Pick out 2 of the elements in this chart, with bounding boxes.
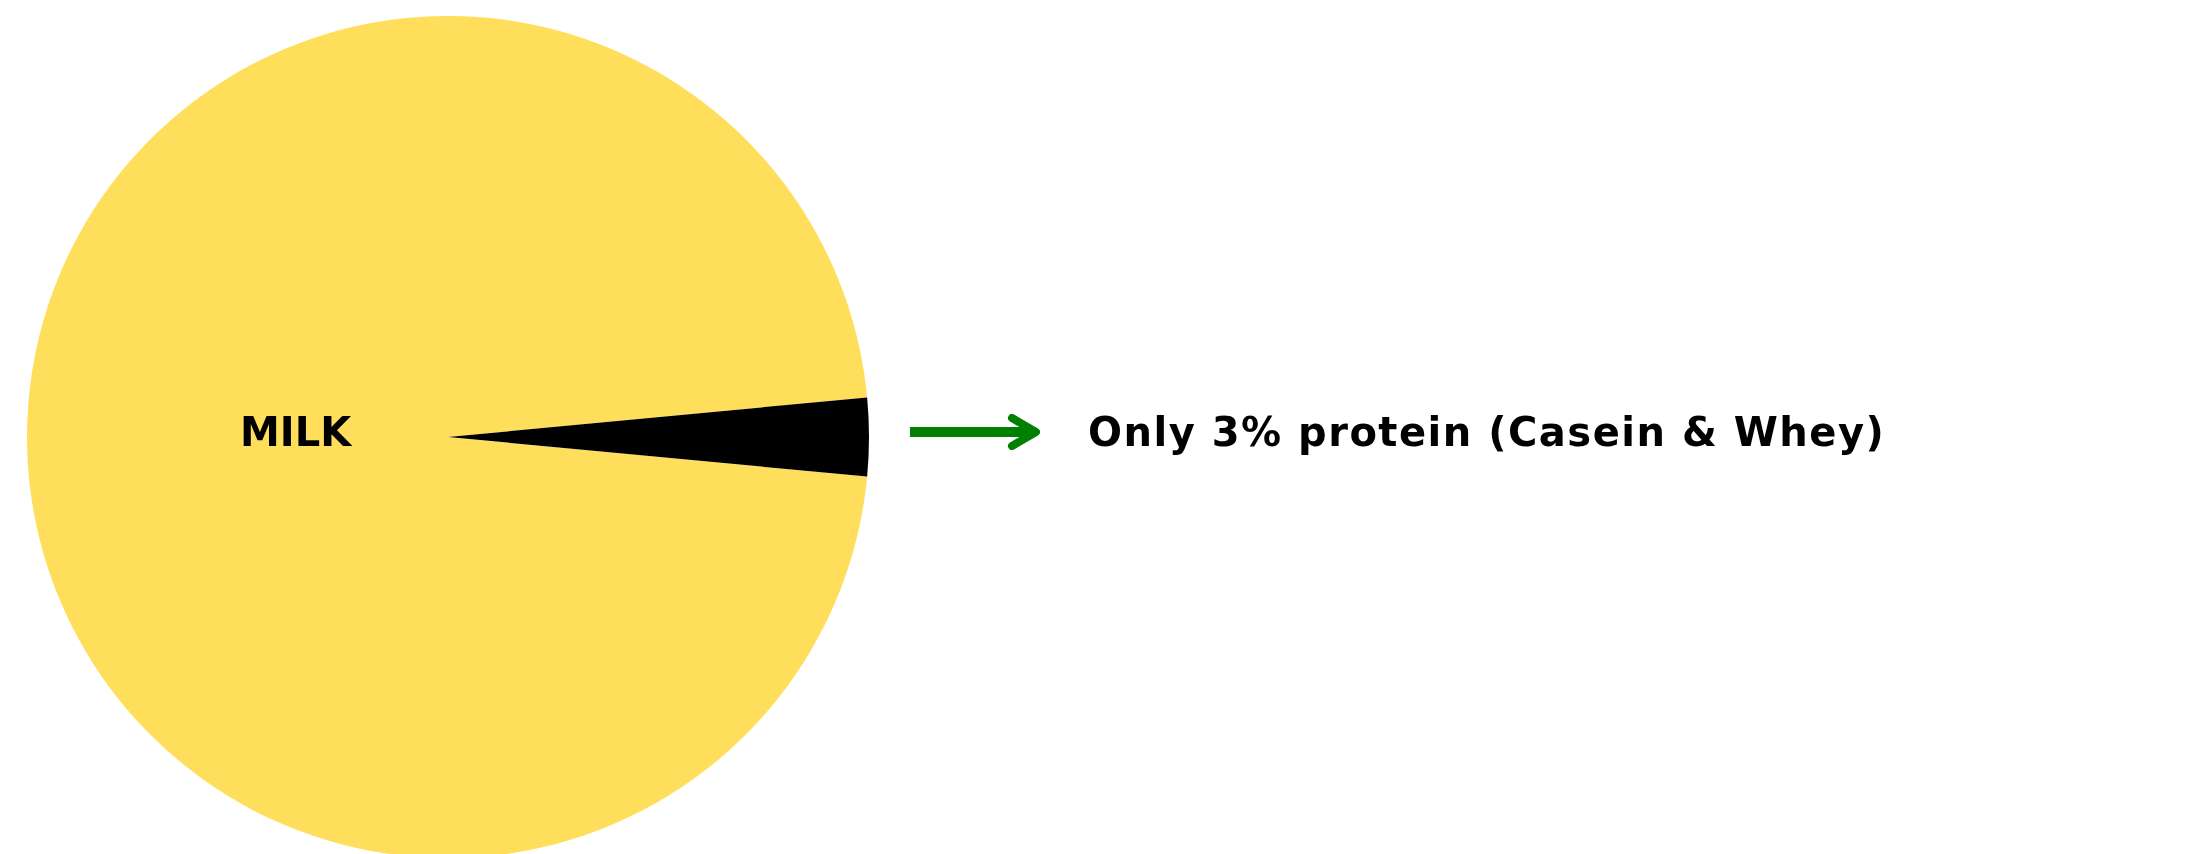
text: Only 3% protein (Casein & Whey) xyxy=(1088,408,1886,457)
text: MILK xyxy=(240,408,352,457)
